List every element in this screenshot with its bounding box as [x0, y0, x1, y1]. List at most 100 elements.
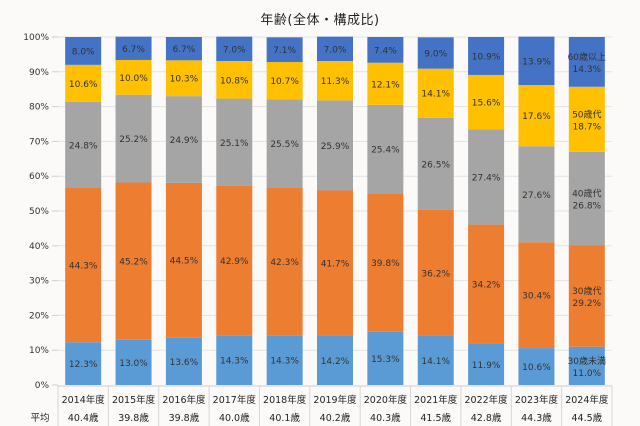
data-label: 30.4% [522, 292, 551, 302]
bar-segment [417, 209, 454, 336]
data-label: 13.0% [119, 359, 148, 369]
average-age-label: 40.2歳 [320, 412, 351, 424]
x-category-label: 2022年度 [464, 394, 508, 406]
bar-segment [115, 36, 152, 60]
data-label: 12.3% [69, 360, 98, 370]
data-label: 10.6% [69, 80, 98, 90]
data-label: 44.5% [170, 257, 199, 267]
average-age-label: 39.8歳 [118, 412, 149, 424]
bar-segment [115, 182, 152, 340]
data-label: 10.7% [270, 77, 299, 87]
data-label: 7.0% [324, 45, 347, 55]
bar-segment [568, 346, 605, 385]
average-age-label: 39.8歳 [169, 412, 200, 424]
bar-segment [317, 61, 353, 101]
y-tick-label: 80% [29, 103, 49, 113]
bar-segment [317, 36, 353, 62]
bar-segment [165, 37, 202, 61]
average-age-label: 40.3歳 [370, 412, 401, 424]
data-label: 24.9% [170, 136, 199, 146]
data-label: 8.0% [72, 47, 95, 57]
data-label: 27.4% [472, 173, 501, 183]
bar-segment [468, 343, 505, 385]
bar-segment [568, 151, 605, 246]
data-label: 13.9% [522, 57, 551, 67]
data-label: 26.5% [421, 160, 450, 170]
data-label: 10.8% [220, 76, 249, 86]
data-label: 25.9% [321, 142, 350, 152]
bar-segment [417, 37, 454, 69]
y-tick-label: 30% [29, 277, 49, 287]
average-age-label: 42.8歳 [471, 412, 502, 424]
data-label: 29.2% [573, 299, 602, 309]
bar-segment [165, 182, 202, 338]
x-category-label: 2019年度 [313, 394, 357, 406]
x-category-label: 2024年度 [565, 394, 609, 406]
average-age-label: 44.5歳 [571, 412, 602, 424]
bar-segment [266, 37, 303, 63]
data-label: 11.9% [472, 361, 501, 371]
data-label: 42.3% [270, 258, 299, 268]
bar-segment [317, 190, 353, 336]
data-label: 25.2% [119, 135, 148, 145]
data-label: 9.0% [424, 50, 447, 60]
bar-segment [518, 36, 555, 86]
data-label: 13.6% [170, 358, 199, 368]
bar-segment [266, 335, 303, 385]
average-age-label: 40.0歳 [219, 412, 250, 424]
bar-segment [216, 185, 253, 336]
data-label: 34.2% [472, 281, 501, 291]
data-label: 15.3% [371, 355, 400, 365]
data-label: 14.3% [270, 357, 299, 367]
bar-segment [216, 335, 253, 385]
data-label: 10.9% [472, 52, 501, 62]
bar-segment [65, 342, 102, 385]
bar-segment [165, 60, 202, 97]
bar-segment [216, 36, 253, 62]
x-category-label: 2017年度 [213, 394, 257, 406]
y-tick-label: 60% [29, 172, 49, 182]
data-label: 11.3% [321, 77, 350, 87]
legend-label: 30歳代 [572, 285, 601, 297]
data-label: 6.7% [172, 45, 195, 55]
bar-segment [115, 59, 152, 95]
bar-segment [568, 37, 605, 87]
average-age-label: 44.3歳 [521, 412, 552, 424]
bar-segment [65, 64, 102, 102]
bar-segment [468, 224, 505, 344]
data-label: 7.1% [273, 46, 296, 56]
data-label: 24.8% [69, 141, 98, 151]
bar-segment [518, 146, 555, 243]
bar-segment [216, 61, 253, 99]
average-age-label: 41.5歳 [420, 412, 451, 424]
bar-segment [518, 85, 555, 147]
bar-segment [468, 37, 505, 75]
data-label: 6.7% [122, 45, 145, 55]
data-label: 26.8% [573, 201, 602, 211]
bar-segment [417, 117, 454, 210]
bar-segment [65, 37, 102, 65]
bar-segment [266, 62, 303, 100]
bar-segment [165, 96, 202, 183]
data-label: 10.6% [522, 363, 551, 373]
x-category-label: 2016年度 [162, 394, 206, 406]
bar-segment [216, 98, 253, 186]
bar-segment [518, 242, 555, 349]
data-label: 25.4% [371, 146, 400, 156]
x-category-label: 2023年度 [515, 394, 559, 406]
data-label: 36.2% [421, 269, 450, 279]
bar-segment [568, 86, 605, 152]
data-label: 42.9% [220, 257, 249, 267]
data-label: 18.7% [573, 122, 602, 132]
bar-segment [367, 62, 404, 105]
average-age-label: 40.1歳 [269, 412, 300, 424]
bar-segment [317, 335, 353, 385]
data-label: 25.5% [270, 140, 299, 150]
data-label: 12.1% [371, 80, 400, 90]
bar-segment [468, 74, 505, 130]
bar-segment [518, 348, 555, 385]
bar-segment [367, 37, 404, 63]
x-category-label: 2014年度 [62, 394, 106, 406]
chart-title: 年齢(全体・構成比) [260, 13, 380, 28]
